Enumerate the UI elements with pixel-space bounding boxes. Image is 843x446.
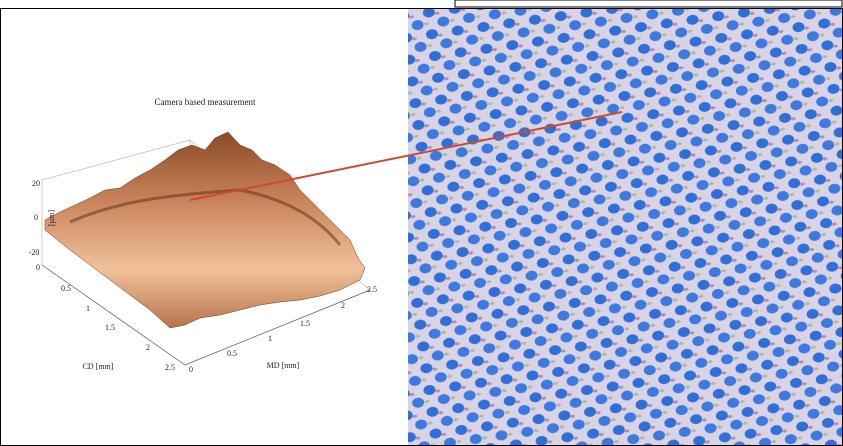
md-tick-label: 2.5 (367, 285, 377, 294)
z-tick-label: -20 (29, 248, 40, 257)
md-tick-label: 1.5 (300, 319, 310, 328)
cd-label: CD [mm] (83, 362, 114, 371)
figure: Camera based measurement [µm] CD [mm] MD… (0, 0, 843, 446)
md-label: MD [mm] (267, 361, 300, 370)
micrograph (408, 9, 842, 445)
z-tick-label: 0 (34, 213, 38, 222)
z-label: [µm] (47, 210, 56, 226)
cd-tick-label: 1 (86, 304, 90, 313)
cd-tick-label: 2 (146, 343, 150, 352)
cd-tick-label: 0.5 (61, 284, 71, 293)
md-tick-label: 2 (341, 301, 345, 310)
md-tick-label: 1 (268, 334, 272, 343)
z-tick-label: 20 (32, 179, 40, 188)
cd-tick-label: 2.5 (165, 363, 175, 372)
cd-tick-label: 1.5 (105, 323, 115, 332)
plot-title: Camera based measurement (155, 97, 256, 107)
md-tick-label: 0 (189, 365, 193, 374)
top-box (455, 0, 842, 7)
cd-tick-label: 0 (36, 263, 40, 272)
md-tick-label: 0.5 (227, 349, 237, 358)
